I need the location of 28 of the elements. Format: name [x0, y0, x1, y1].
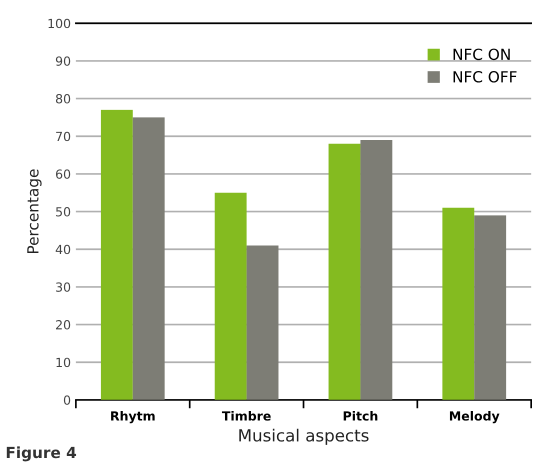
y-tick-label: 90: [56, 56, 70, 66]
bar: [214, 192, 247, 400]
y-axis-title: Percentage: [27, 169, 42, 254]
caption: Figure 4: [6, 446, 76, 462]
legend-label: NFC OFF: [454, 70, 517, 83]
x-axis-title: Musical aspects: [239, 428, 369, 445]
y-tick-label: 0: [64, 395, 70, 405]
y-tick-label: 80: [56, 94, 70, 104]
y-tick-label: 50: [56, 207, 70, 216]
bar: [100, 110, 133, 400]
y-tick-label: 10: [56, 358, 70, 368]
bar: [474, 215, 506, 400]
bar: [246, 245, 278, 400]
y-tick-label: 100: [48, 18, 70, 28]
y-tick-label: 30: [56, 282, 70, 292]
y-tick-label: 70: [56, 132, 70, 142]
y-tick-label: 40: [56, 244, 70, 254]
x-tick-label: Timbre: [222, 411, 271, 421]
y-tick-label: 20: [56, 320, 70, 330]
y-tick-label: 60: [56, 169, 70, 179]
x-tick-label: Pitch: [344, 411, 378, 421]
bar: [442, 208, 474, 400]
bar: [360, 140, 392, 400]
bar: [132, 117, 165, 400]
bar: [328, 144, 360, 400]
x-tick-label: Rhytm: [111, 411, 155, 424]
legend-label: NFC ON: [454, 48, 510, 60]
x-tick-label: Melody: [450, 411, 500, 424]
